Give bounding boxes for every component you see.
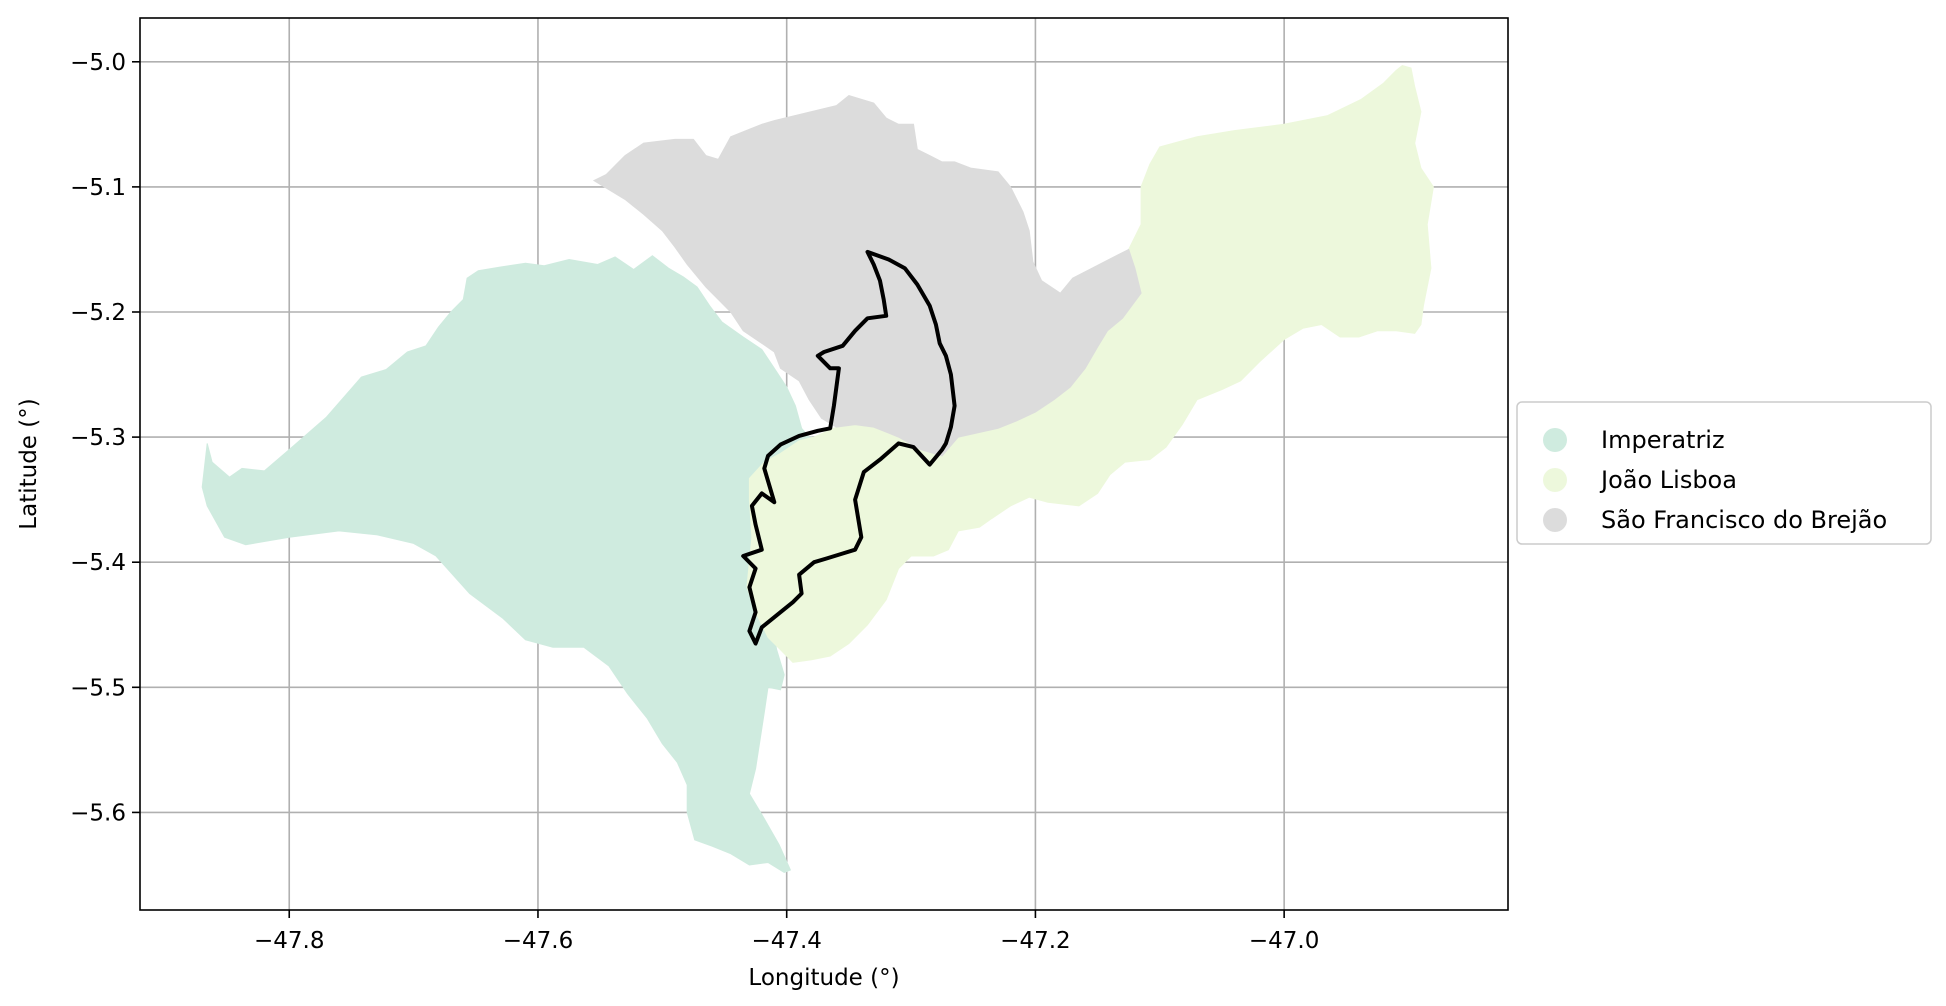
x-tick-label: −47.6 — [503, 928, 573, 954]
y-tick-label: −5.4 — [70, 550, 126, 576]
highlighted-outline — [741, 249, 957, 646]
legend-label: Imperatriz — [1601, 426, 1725, 454]
y-tick-label: −5.3 — [70, 425, 126, 451]
x-tick-label: −47.8 — [254, 928, 324, 954]
y-tick-label: −5.5 — [70, 675, 126, 701]
legend-swatch — [1543, 468, 1567, 492]
y-axis-label: Latitude (°) — [16, 398, 42, 529]
x-tick-label: −47.2 — [1000, 928, 1070, 954]
y-tick-label: −5.0 — [70, 50, 126, 76]
legend-item: Imperatriz — [1543, 426, 1725, 454]
x-tick-label: −47.4 — [751, 928, 821, 954]
legend-box — [1516, 401, 1932, 545]
region-sao-francisco-do-brejao — [592, 95, 1142, 457]
y-tick-label: −5.6 — [70, 800, 126, 826]
legend-swatch — [1543, 428, 1567, 452]
ticks-layer: −47.8 −47.6 −47.4 −47.2 −47.0 −5.0 −5.1 −5.2 −5.… — [70, 50, 1319, 954]
y-tick-label: −5.2 — [70, 300, 126, 326]
legend-label: São Francisco do Brejão — [1601, 506, 1887, 534]
y-tick-label: −5.1 — [70, 175, 126, 201]
legend-item: João Lisboa — [1543, 466, 1737, 494]
region-imperatriz — [201, 255, 813, 874]
legend: Imperatriz João Lisboa São Francisco do Br… — [1516, 401, 1932, 545]
x-axis-label: Longitude (°) — [748, 965, 899, 991]
axes-frame — [139, 17, 1509, 911]
legend-swatch — [1543, 508, 1567, 532]
outline-layer — [741, 249, 957, 646]
x-tick-label: −47.0 — [1249, 928, 1319, 954]
legend-item: São Francisco do Brejão — [1543, 506, 1887, 534]
regions-layer — [201, 64, 1434, 874]
legend-label: João Lisboa — [1599, 466, 1737, 494]
